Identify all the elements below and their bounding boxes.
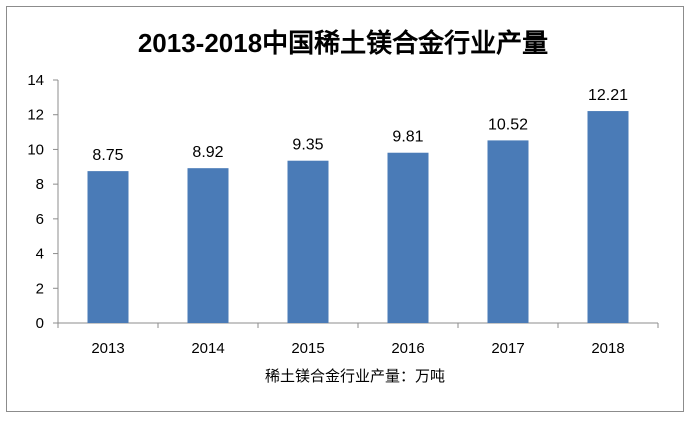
data-label: 9.35 bbox=[292, 137, 323, 154]
x-axis: 2013 2014 2015 2016 2017 2018 bbox=[57, 322, 659, 357]
x-tick-label: 2016 bbox=[391, 340, 424, 357]
data-label: 8.75 bbox=[92, 147, 123, 164]
x-tick-label: 2018 bbox=[591, 340, 624, 357]
bars bbox=[87, 111, 629, 324]
y-tick-label: 4 bbox=[36, 246, 44, 263]
y-tick-label: 0 bbox=[36, 315, 44, 332]
y-tick-label: 8 bbox=[36, 176, 44, 193]
bar-2016 bbox=[387, 152, 429, 323]
y-tick-label: 2 bbox=[36, 280, 44, 297]
y-tick-label: 6 bbox=[36, 211, 44, 228]
x-tick-label: 2017 bbox=[491, 340, 524, 357]
x-tick-label: 2015 bbox=[291, 340, 324, 357]
x-axis-label: 稀土镁合金行业产量：万吨 bbox=[265, 367, 445, 385]
chart-title: 2013-2018中国稀土镁合金行业产量 bbox=[138, 28, 548, 58]
bar-2017 bbox=[487, 140, 529, 323]
y-tick-label: 10 bbox=[27, 141, 44, 158]
data-label: 9.81 bbox=[392, 129, 423, 146]
y-axis: 0 2 4 6 8 10 12 14 bbox=[27, 72, 59, 332]
data-label: 8.92 bbox=[192, 144, 223, 161]
bar-2015 bbox=[287, 160, 329, 323]
bar-2014 bbox=[187, 168, 229, 323]
data-label: 10.52 bbox=[488, 116, 528, 133]
y-tick-label: 14 bbox=[27, 72, 44, 89]
x-tick-label: 2014 bbox=[191, 340, 224, 357]
data-label: 12.21 bbox=[588, 87, 628, 104]
bar-2018 bbox=[587, 111, 629, 324]
x-tick-label: 2013 bbox=[91, 340, 124, 357]
bar-2013 bbox=[87, 171, 129, 323]
y-tick-label: 12 bbox=[27, 107, 44, 124]
data-labels: 8.75 8.92 9.35 9.81 10.52 12.21 bbox=[92, 87, 628, 164]
